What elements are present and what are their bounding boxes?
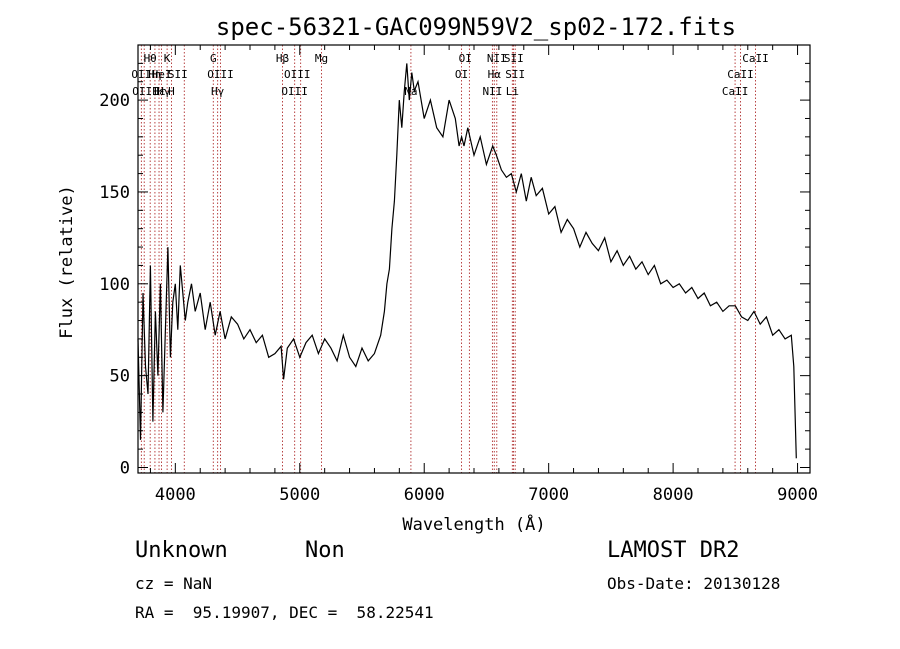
line-id-label: Hγ (157, 85, 171, 98)
line-id-label: Hβ (276, 52, 290, 65)
line-id-label: CaII (742, 52, 769, 65)
x-axis-label: Wavelength (Å) (402, 513, 545, 535)
y-tick-label: 150 (99, 183, 130, 203)
line-id-label: H (168, 85, 175, 98)
line-id-label: OIII (281, 85, 308, 98)
line-markers (140, 45, 756, 473)
line-id-label: Hθ (144, 52, 157, 65)
x-tick-label: 6000 (404, 485, 445, 505)
line-id-label: Hγ (211, 85, 225, 98)
coordinates-text: RA = 95.19907, DEC = 58.22541 (135, 603, 434, 622)
line-id-label: OIII (284, 68, 311, 81)
x-tick-label: 5000 (279, 485, 320, 505)
line-id-label: OI (459, 52, 472, 65)
line-id-label: SII (168, 68, 188, 81)
chart-title: spec-56321-GAC099N59V2_sp02-172.fits (216, 13, 736, 41)
line-id-label: OIII (132, 85, 159, 98)
line-id-label: Hε (152, 85, 165, 98)
x-tick-label: 8000 (653, 485, 694, 505)
line-id-label: Li (506, 85, 519, 98)
spectrum-line (137, 63, 797, 459)
line-id-label: NII (482, 85, 502, 98)
line-id-label: OI (455, 68, 468, 81)
x-axis: 4000 5000 6000 7000 8000 9000 (149, 45, 818, 505)
y-tick-label: 200 (99, 91, 130, 111)
obs-date-text: Obs-Date: 20130128 (607, 574, 781, 593)
object-subclass: Non (305, 538, 345, 563)
y-tick-label: 0 (120, 458, 130, 478)
line-id-label: NII (487, 52, 507, 65)
line-id-labels: HθOIIOIIIHηHεHeIHγKSIIHGOIIIHγHβOIIIOIII… (131, 52, 768, 98)
line-id-label: CaII (727, 68, 754, 81)
plot-frame (137, 44, 811, 474)
y-axis: 0 50 100 150 200 (99, 62, 810, 478)
x-tick-label: 7000 (528, 485, 569, 505)
survey-name: LAMOST DR2 (607, 538, 740, 563)
line-id-label: G (210, 52, 217, 65)
x-tick-label: 9000 (777, 485, 818, 505)
line-id-label: HeI (152, 68, 172, 81)
line-id-label: SII (504, 52, 524, 65)
line-id-label: CaII (722, 85, 749, 98)
object-class: Unknown (135, 538, 228, 563)
y-tick-label: 100 (99, 275, 130, 295)
line-id-label: Mg (315, 52, 328, 65)
line-id-label: Hα (488, 68, 502, 81)
line-id-label: K (164, 52, 171, 65)
y-tick-label: 50 (110, 367, 130, 387)
line-id-label: SII (505, 68, 525, 81)
y-axis-label: Flux (relative) (57, 185, 77, 339)
line-id-label: OIII (207, 68, 234, 81)
line-id-label: Hη (148, 68, 161, 81)
x-tick-label: 4000 (155, 485, 196, 505)
line-id-label: OII (131, 68, 151, 81)
redshift-text: cz = NaN (135, 574, 213, 593)
